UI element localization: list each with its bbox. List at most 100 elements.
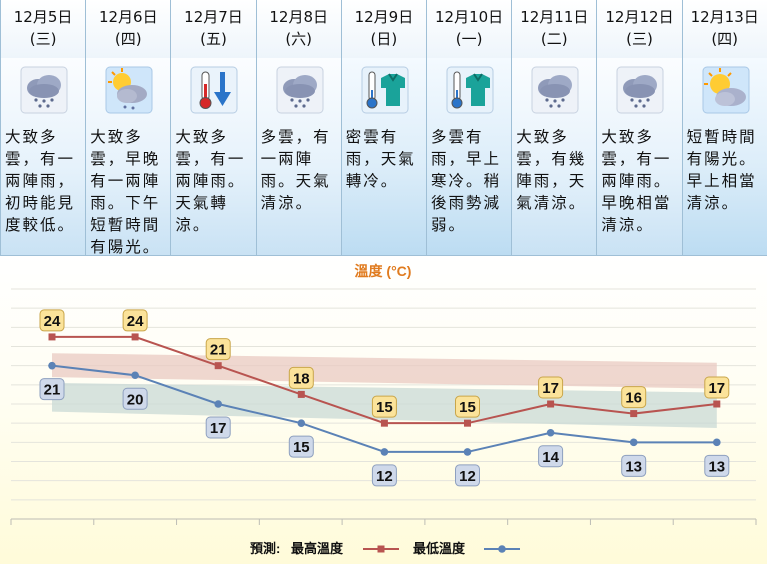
data-label: 12	[376, 468, 393, 485]
data-label: 21	[44, 382, 61, 399]
day-column: 12月9日 (日) 密雲有雨，天氣轉冷。	[340, 0, 426, 255]
day-description: 大致多雲，有一兩陣雨，初時能見度較低。	[5, 128, 76, 234]
max-temp-point	[547, 400, 555, 408]
max-temp-point	[48, 333, 56, 341]
day-weekday: (一)	[455, 30, 483, 48]
cloudy-rain-icon	[531, 66, 579, 114]
day-weekday: (四)	[114, 30, 142, 48]
day-column: 12月12日 (三) 大致多雲，有一兩陣雨。早晚相當清涼。	[596, 0, 682, 255]
data-label-box	[621, 386, 647, 409]
data-label: 14	[542, 449, 559, 466]
sun-cloud-rain-icon	[105, 66, 153, 114]
day-date: 12月11日	[520, 8, 589, 26]
data-label-box	[288, 435, 314, 458]
day-column: 12月5日 (三) 大致多雲，有一兩陣雨，初時能見度較低。	[0, 0, 86, 255]
legend-max-label: 最高溫度	[291, 541, 344, 556]
day-description: 大致多雲，有一兩陣雨。早晚相當清涼。	[601, 128, 672, 234]
day-body: 密雲有雨，天氣轉冷。	[341, 58, 426, 255]
data-label: 12	[459, 468, 476, 485]
day-weekday: (五)	[200, 30, 227, 48]
day-description: 多雲，有一兩陣雨。天氣清涼。	[260, 128, 331, 212]
day-column: 12月10日 (一) 多雲有雨，早上寒冷。稍後雨勢減弱。	[426, 0, 512, 255]
data-label-box	[288, 366, 314, 389]
data-label-box	[39, 378, 65, 401]
cold-sweater-icon	[361, 66, 409, 114]
min-temp-point	[214, 400, 222, 408]
data-label: 17	[542, 380, 559, 397]
day-weekday: (日)	[370, 30, 398, 48]
data-label: 18	[293, 370, 310, 387]
day-description: 大致多雲，有一兩陣雨。天氣轉涼。	[175, 128, 246, 234]
data-label: 13	[708, 458, 725, 475]
data-label-box	[621, 454, 647, 477]
data-label-box	[371, 395, 397, 418]
cloudy-rain-icon	[20, 66, 68, 114]
day-body: 多雲，有一兩陣雨。天氣清涼。	[256, 58, 341, 255]
data-label: 15	[293, 439, 310, 456]
data-label-box	[538, 376, 564, 399]
min-temp-point	[48, 361, 56, 370]
day-date: 12月5日	[13, 8, 73, 26]
max-temp-point	[297, 390, 305, 398]
data-label-box	[371, 464, 397, 487]
data-label: 17	[708, 380, 725, 397]
legend-min-label: 最低溫度	[413, 541, 466, 556]
legend-prefix: 預測:	[250, 541, 280, 556]
day-body: 大致多雲，早晚有一兩陣雨。下午短暫時間有陽光。	[86, 58, 171, 256]
day-date: 12月12日	[605, 8, 674, 26]
day-body: 短暫時間有陽光。早上相當清涼。	[682, 58, 767, 255]
day-description: 短暫時間有陽光。早上相當清涼。	[686, 128, 757, 212]
day-description: 密雲有雨，天氣轉冷。	[345, 128, 416, 190]
data-label: 17	[210, 420, 227, 437]
data-label-box	[538, 445, 564, 468]
day-description: 多雲有雨，早上寒冷。稍後雨勢減弱。	[431, 128, 502, 234]
day-date: 12月9日	[354, 8, 414, 26]
day-column: 12月13日 (四) 短暫時間有陽光。早上相當清涼。	[681, 0, 767, 255]
data-label-box	[455, 395, 480, 418]
cloudy-rain-icon	[276, 66, 324, 114]
day-body: 大致多雲，有幾陣雨，天氣清涼。	[512, 58, 597, 255]
min-temp-point	[546, 428, 555, 437]
day-description: 大致多雲，早晚有一兩陣雨。下午短暫時間有陽光。	[90, 128, 161, 256]
day-date: 12月6日	[98, 8, 158, 26]
day-date: 12月7日	[184, 8, 243, 26]
day-date: 12月8日	[269, 8, 328, 26]
day-body: 大致多雲，有一兩陣雨。天氣轉涼。	[171, 58, 256, 255]
day-body: 多雲有雨，早上寒冷。稍後雨勢減弱。	[427, 58, 512, 255]
data-label: 24	[44, 313, 61, 330]
day-description: 大致多雲，有幾陣雨，天氣清涼。	[516, 128, 587, 212]
legend-min-marker	[498, 545, 506, 553]
data-label: 16	[625, 390, 642, 407]
day-column: 12月8日 (六) 多雲，有一兩陣雨。天氣清涼。	[255, 0, 341, 255]
day-column: 12月11日 (二) 大致多雲，有幾陣雨，天氣清涼。	[511, 0, 597, 255]
sun-cloud-icon	[702, 66, 750, 114]
data-label: 15	[459, 399, 476, 416]
min-temp-point	[380, 448, 389, 456]
data-label-box	[122, 387, 148, 410]
day-date: 12月13日	[690, 8, 759, 26]
day-weekday: (三)	[29, 30, 57, 48]
day-weekday: (六)	[285, 30, 313, 48]
max-temp-point	[214, 362, 222, 370]
day-body: 大致多雲，有一兩陣雨。早晚相當清涼。	[597, 58, 682, 255]
max-temp-point	[630, 410, 638, 418]
data-label-box	[205, 416, 231, 439]
max-temp-point	[464, 419, 471, 427]
chart-title: 溫度 (°C)	[355, 263, 412, 279]
temperature-chart-panel: 溫度 (°C) 24 24 21 18 15 15 17 16 17 21 20 17 15 12 12 14 1…	[0, 255, 767, 564]
data-label-box	[455, 464, 480, 487]
data-label-box	[122, 309, 148, 332]
day-weekday: (二)	[540, 30, 568, 48]
data-label-box	[39, 309, 65, 332]
header-background	[0, 0, 767, 58]
temperature-chart: 溫度 (°C) 24 24 21 18 15 15 17 16 17 21 20 17 15 12 12 14 1…	[10, 263, 757, 556]
cloudy-rain-icon	[616, 66, 664, 114]
data-label-box	[704, 376, 730, 399]
data-label-box	[205, 338, 231, 361]
data-label-box	[704, 454, 730, 477]
min-temp-point	[629, 438, 638, 447]
day-column: 12月6日 (四) 大致多雲，早晚有一兩陣雨。下午短暫時間有陽光。	[85, 0, 171, 256]
data-label: 24	[127, 313, 144, 330]
max-normal-band	[52, 353, 717, 389]
data-label: 13	[625, 458, 642, 475]
